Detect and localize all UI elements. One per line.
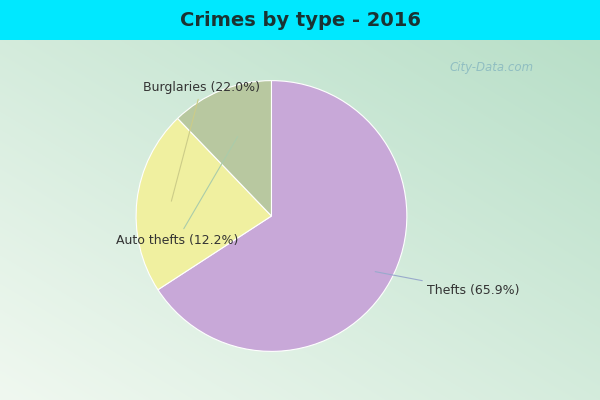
Text: Crimes by type - 2016: Crimes by type - 2016 bbox=[179, 10, 421, 30]
Text: Auto thefts (12.2%): Auto thefts (12.2%) bbox=[116, 136, 238, 247]
Text: City-Data.com: City-Data.com bbox=[450, 62, 534, 74]
Text: Burglaries (22.0%): Burglaries (22.0%) bbox=[143, 81, 260, 201]
Wedge shape bbox=[136, 118, 271, 290]
Wedge shape bbox=[178, 81, 271, 216]
Text: Thefts (65.9%): Thefts (65.9%) bbox=[375, 272, 520, 297]
Wedge shape bbox=[158, 81, 407, 351]
